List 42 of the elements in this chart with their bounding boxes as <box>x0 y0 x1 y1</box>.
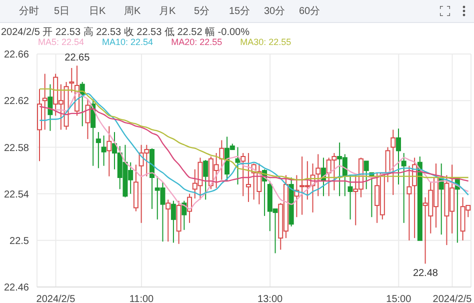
candlestick <box>406 165 412 241</box>
text: 周K <box>124 5 142 18</box>
candlestick <box>48 84 53 132</box>
candlestick <box>316 154 321 197</box>
text: 5日 <box>54 5 71 18</box>
candlestick <box>219 140 224 180</box>
candlestick <box>96 132 101 169</box>
x-tick-label: 2024/2/5 <box>432 294 472 303</box>
text: MA10: 22.54 <box>102 37 154 47</box>
text: MA20: 22.55 <box>171 37 222 47</box>
x-tick-label: 13:00 <box>258 294 284 303</box>
candlestick <box>37 88 42 162</box>
candlestick <box>106 126 112 177</box>
candlestick <box>235 146 240 185</box>
candlestick <box>396 128 401 185</box>
x-tick-label: 15:00 <box>386 294 412 303</box>
candlestick <box>85 98 90 140</box>
text: MA30: 22.55 <box>240 37 292 47</box>
text: 5分 <box>194 5 211 18</box>
candlestick <box>390 129 396 196</box>
chart-subtitle: 2024/2/5 开 22.53 高 22.53 收 22.53 低 22.52 幅 -0.00% <box>1 26 250 38</box>
text: 分时 <box>19 4 40 18</box>
text: 15分 <box>229 5 252 18</box>
y-tick-label: 22.66 <box>4 50 30 61</box>
text: 月K <box>159 5 177 18</box>
y-tick-label: 22.54 <box>4 189 30 200</box>
x-tick-label: 11:00 <box>129 294 154 303</box>
text: 日K <box>89 5 107 18</box>
y-tick-label: 22.46 <box>4 282 30 294</box>
text: 60分 <box>299 5 322 18</box>
candlestick <box>101 135 106 166</box>
x-tick-label: 2024/2/5 <box>36 294 76 303</box>
candlestick <box>246 152 251 202</box>
annotation: 22.48 <box>412 268 438 279</box>
text: MA5: 22.54 <box>38 37 84 47</box>
text: 30分 <box>264 5 286 18</box>
y-tick-label: 22.58 <box>4 142 30 154</box>
y-tick-label: 22.62 <box>4 96 30 108</box>
y-tick-label: 22.5 <box>10 236 30 247</box>
candlestick <box>42 73 48 130</box>
annotation: 22.65 <box>64 52 90 64</box>
candlestick <box>69 67 74 93</box>
